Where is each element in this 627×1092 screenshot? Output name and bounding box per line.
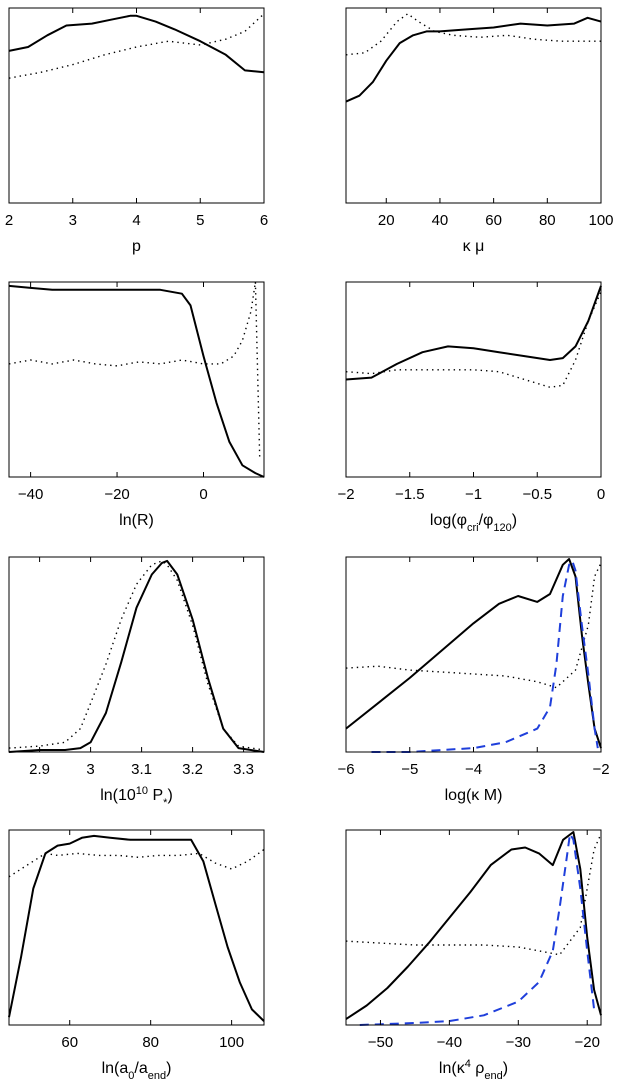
x-axis-label: ln(a0/aend) [102, 1060, 172, 1082]
chart-panel-8: −50 −40 −30 −20 ln(κ4 ρend) [345, 829, 602, 1082]
x-tick-label: −2 [337, 486, 354, 503]
axes-frame [8, 556, 265, 753]
x-tick-label: 5 [196, 212, 204, 229]
x-tick-label: −5 [401, 761, 418, 778]
x-tick-label: 80 [142, 1034, 159, 1051]
series-dotted-line [345, 562, 602, 689]
x-tick-label: 2 [5, 212, 13, 229]
x-tick-label: −40 [18, 486, 43, 503]
x-tick-label: 20 [378, 212, 395, 229]
x-axis-label: ln(κ4 ρend) [439, 1058, 508, 1082]
axes-frame [345, 556, 602, 753]
chart-panel-3: −40 −20 0 ln(R) [8, 281, 265, 529]
series-solid-line [345, 16, 602, 103]
series-solid-line [345, 831, 602, 1020]
chart-panel-7: 60 80 100 ln(a0/aend) [8, 829, 265, 1082]
x-tick-label: 60 [485, 212, 502, 229]
x-tick-label: −40 [437, 1034, 462, 1051]
x-tick-label: 100 [219, 1034, 244, 1051]
x-tick-label: −3 [529, 761, 546, 778]
chart-panel-4: −2 −1.5 −1 −0.5 0 log(φcri/φ120) [337, 281, 605, 534]
x-tick-label: 4 [132, 212, 140, 229]
x-tick-label: 0 [597, 486, 605, 503]
x-tick-label: 6 [260, 212, 268, 229]
series-solid-line [8, 14, 265, 74]
series-solid-line [345, 558, 602, 749]
series-dotted-line [345, 833, 602, 956]
series-dotted-line [8, 281, 261, 458]
x-tick-label: −20 [104, 486, 129, 503]
x-axis-label: κ μ [463, 238, 485, 255]
axes-frame [345, 281, 602, 478]
x-tick-label: 3 [69, 212, 77, 229]
chart-panel-5: 2.9 3 3.1 3.2 3.3 ln(1010 P*) [8, 556, 265, 809]
series-solid-line [8, 284, 265, 478]
x-tick-label: −0.5 [522, 486, 552, 503]
x-tick-label: −4 [465, 761, 482, 778]
x-tick-label: −50 [368, 1034, 393, 1051]
x-tick-label: 40 [432, 212, 449, 229]
x-tick-label: 2.9 [29, 761, 50, 778]
x-axis-label: ln(R) [119, 512, 154, 529]
chart-panel-6: −6 −5 −4 −3 −2 log(κ M) [337, 556, 610, 804]
x-tick-label: −1 [465, 486, 482, 503]
x-tick-label: −1.5 [395, 486, 425, 503]
x-tick-label: 3.2 [182, 761, 203, 778]
chart-panel-2: 20 40 60 80 100 κ μ [345, 7, 614, 255]
series-dotted-line [8, 560, 265, 751]
series-solid-line [8, 834, 265, 1022]
series-dotted-line [8, 848, 265, 878]
x-tick-label: −2 [592, 761, 609, 778]
axes-frame [345, 7, 602, 204]
x-axis-label: log(φcri/φ120) [430, 512, 517, 534]
x-tick-label: 100 [588, 212, 613, 229]
chart-panel-1: 2 3 4 5 6 p [5, 7, 268, 255]
x-tick-label: 3.1 [131, 761, 152, 778]
axes-frame [8, 281, 265, 478]
series-dashed-line [371, 559, 599, 753]
series-dotted-line [345, 13, 601, 56]
x-tick-label: 0 [199, 486, 207, 503]
x-tick-label: 3.3 [233, 761, 254, 778]
x-axis-label: p [132, 238, 141, 255]
x-axis-label: log(κ M) [445, 787, 503, 804]
x-tick-label: 3 [86, 761, 94, 778]
x-tick-label: 80 [539, 212, 556, 229]
series-dotted-line [345, 291, 602, 388]
axes-frame [345, 829, 602, 1026]
x-tick-label: −6 [337, 761, 354, 778]
series-solid-line [8, 559, 265, 753]
x-axis-label: ln(1010 P*) [100, 785, 173, 809]
series-dotted-line [8, 13, 265, 79]
axes-frame [8, 7, 265, 204]
axes-frame [8, 829, 265, 1026]
x-tick-label: −20 [574, 1034, 599, 1051]
series-dashed-line [359, 832, 596, 1026]
series-solid-line [345, 285, 602, 381]
x-tick-label: −30 [506, 1034, 531, 1051]
x-tick-label: 60 [61, 1034, 78, 1051]
